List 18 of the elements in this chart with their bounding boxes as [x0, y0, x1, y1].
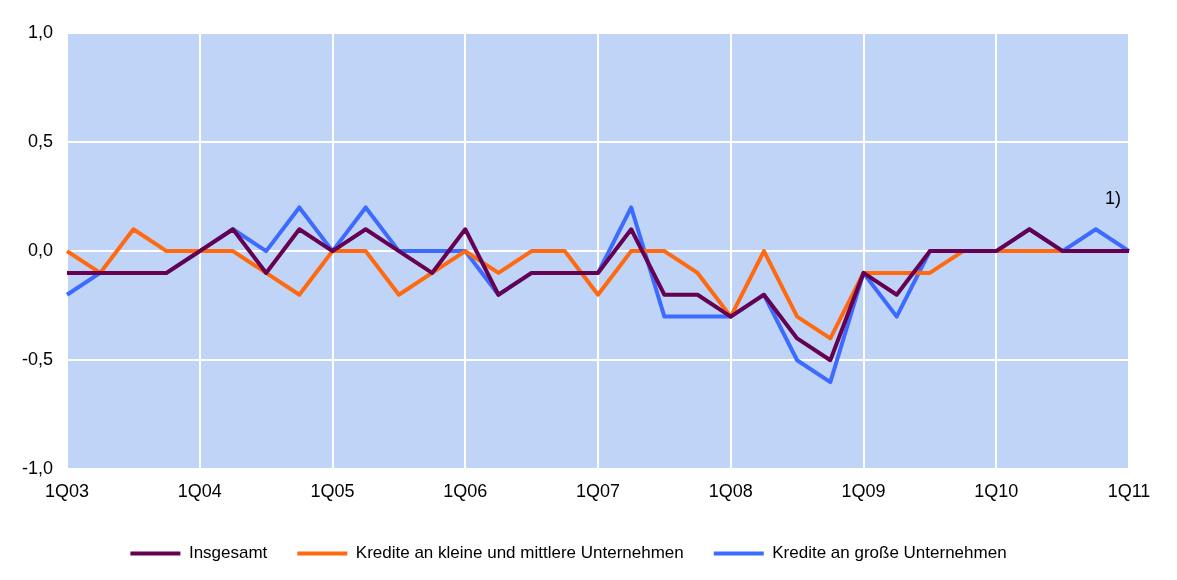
x-tick-label: 1Q05: [310, 481, 355, 502]
legend-label: Insgesamt: [188, 543, 268, 563]
x-tick-label: 1Q08: [708, 481, 753, 502]
x-tick-label: 1Q06: [443, 481, 488, 502]
x-tick-label: 1Q11: [1107, 481, 1151, 502]
x-tick-label: 1Q07: [575, 481, 621, 502]
legend-label: Kredite an große Unternehmen: [772, 543, 1007, 563]
y-tick-label: 1,0: [27, 21, 54, 42]
legend-label: Kredite an kleine und mittlere Unternehmen: [355, 543, 684, 563]
annotation: 1): [1104, 188, 1121, 209]
y-tick-label: -1,0: [21, 458, 54, 479]
y-tick-label: 0,0: [27, 240, 54, 261]
x-tick-label: 1Q04: [177, 481, 222, 502]
x-tick-label: 1Q09: [841, 481, 886, 502]
x-tick-label: 1Q10: [974, 481, 1019, 502]
y-tick-label: -0,5: [21, 349, 54, 370]
x-tick-label: 1Q03: [44, 481, 90, 502]
y-tick-label: 0,5: [27, 130, 54, 151]
